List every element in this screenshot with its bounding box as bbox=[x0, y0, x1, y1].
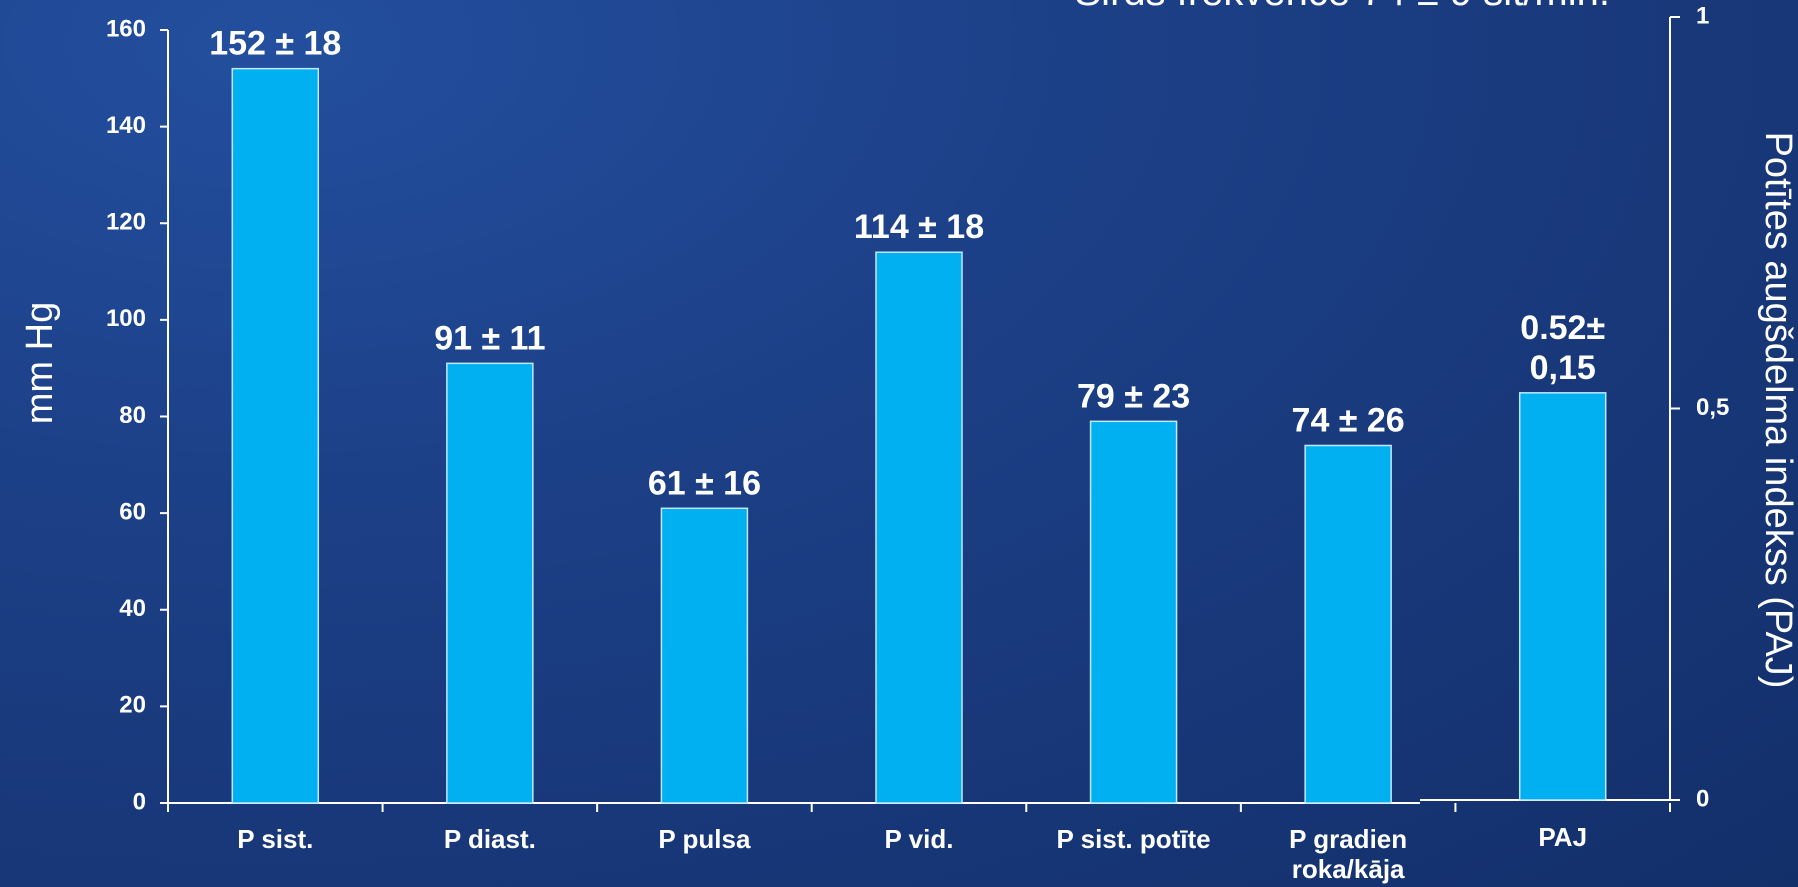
y-tick-label: 40 bbox=[119, 595, 146, 622]
data-label: 61 ± 16 bbox=[648, 464, 761, 502]
data-label: 79 ± 23 bbox=[1077, 377, 1190, 415]
bar bbox=[231, 67, 320, 804]
y-axis-title: mm Hg bbox=[19, 302, 61, 424]
header-partial-text: Sirds frekvence 74 ± 9 sit/min. bbox=[1075, 0, 1611, 14]
bar bbox=[1518, 392, 1607, 801]
y-tick-label: 140 bbox=[106, 112, 146, 139]
category-label: P sist. bbox=[237, 824, 313, 854]
y-tick-label: 60 bbox=[119, 498, 146, 525]
data-label: 0.52± 0,15 bbox=[1520, 309, 1605, 387]
y-tick-label: 100 bbox=[106, 305, 146, 332]
bar bbox=[660, 507, 749, 804]
bar bbox=[446, 362, 534, 804]
data-label: 91 ± 11 bbox=[434, 319, 545, 357]
y-tick-label: 80 bbox=[119, 402, 146, 429]
y2-tick-label: 0 bbox=[1696, 785, 1709, 812]
axes: 0 20 40 60 80 100 120 140 160 0 0,5 1 bbox=[106, 2, 1729, 815]
category-label: P sist. potīte bbox=[1057, 824, 1211, 854]
y-tick-label: 120 bbox=[106, 209, 146, 236]
data-label: 152 ± 18 bbox=[209, 25, 341, 63]
y2-tick-label: 1 bbox=[1696, 2, 1709, 29]
y-tick-label: 20 bbox=[119, 692, 146, 719]
y2-axis-title: Potītes augšdelma indekss (PAJ) bbox=[1757, 132, 1798, 689]
category-label: P pulsa bbox=[658, 824, 751, 854]
y-tick-label: 0 bbox=[133, 788, 146, 815]
bar bbox=[1304, 444, 1392, 804]
labels: P sist. 152 ± 18 P diast. 91 ± 11 P pulsa 61 … bbox=[209, 25, 1605, 884]
bar bbox=[1089, 420, 1178, 804]
data-label: 114 ± 18 bbox=[854, 208, 984, 246]
bar bbox=[875, 251, 963, 804]
data-label: 74 ± 26 bbox=[1292, 401, 1405, 439]
bars bbox=[231, 67, 1607, 804]
y-tick-label: 160 bbox=[106, 15, 146, 42]
category-label: PAJ bbox=[1538, 822, 1587, 852]
category-label: P diast. bbox=[444, 824, 536, 854]
y2-tick-label: 0,5 bbox=[1696, 394, 1729, 421]
category-label: P gradien roka/kāja bbox=[1289, 824, 1407, 884]
category-label: P vid. bbox=[885, 824, 954, 854]
